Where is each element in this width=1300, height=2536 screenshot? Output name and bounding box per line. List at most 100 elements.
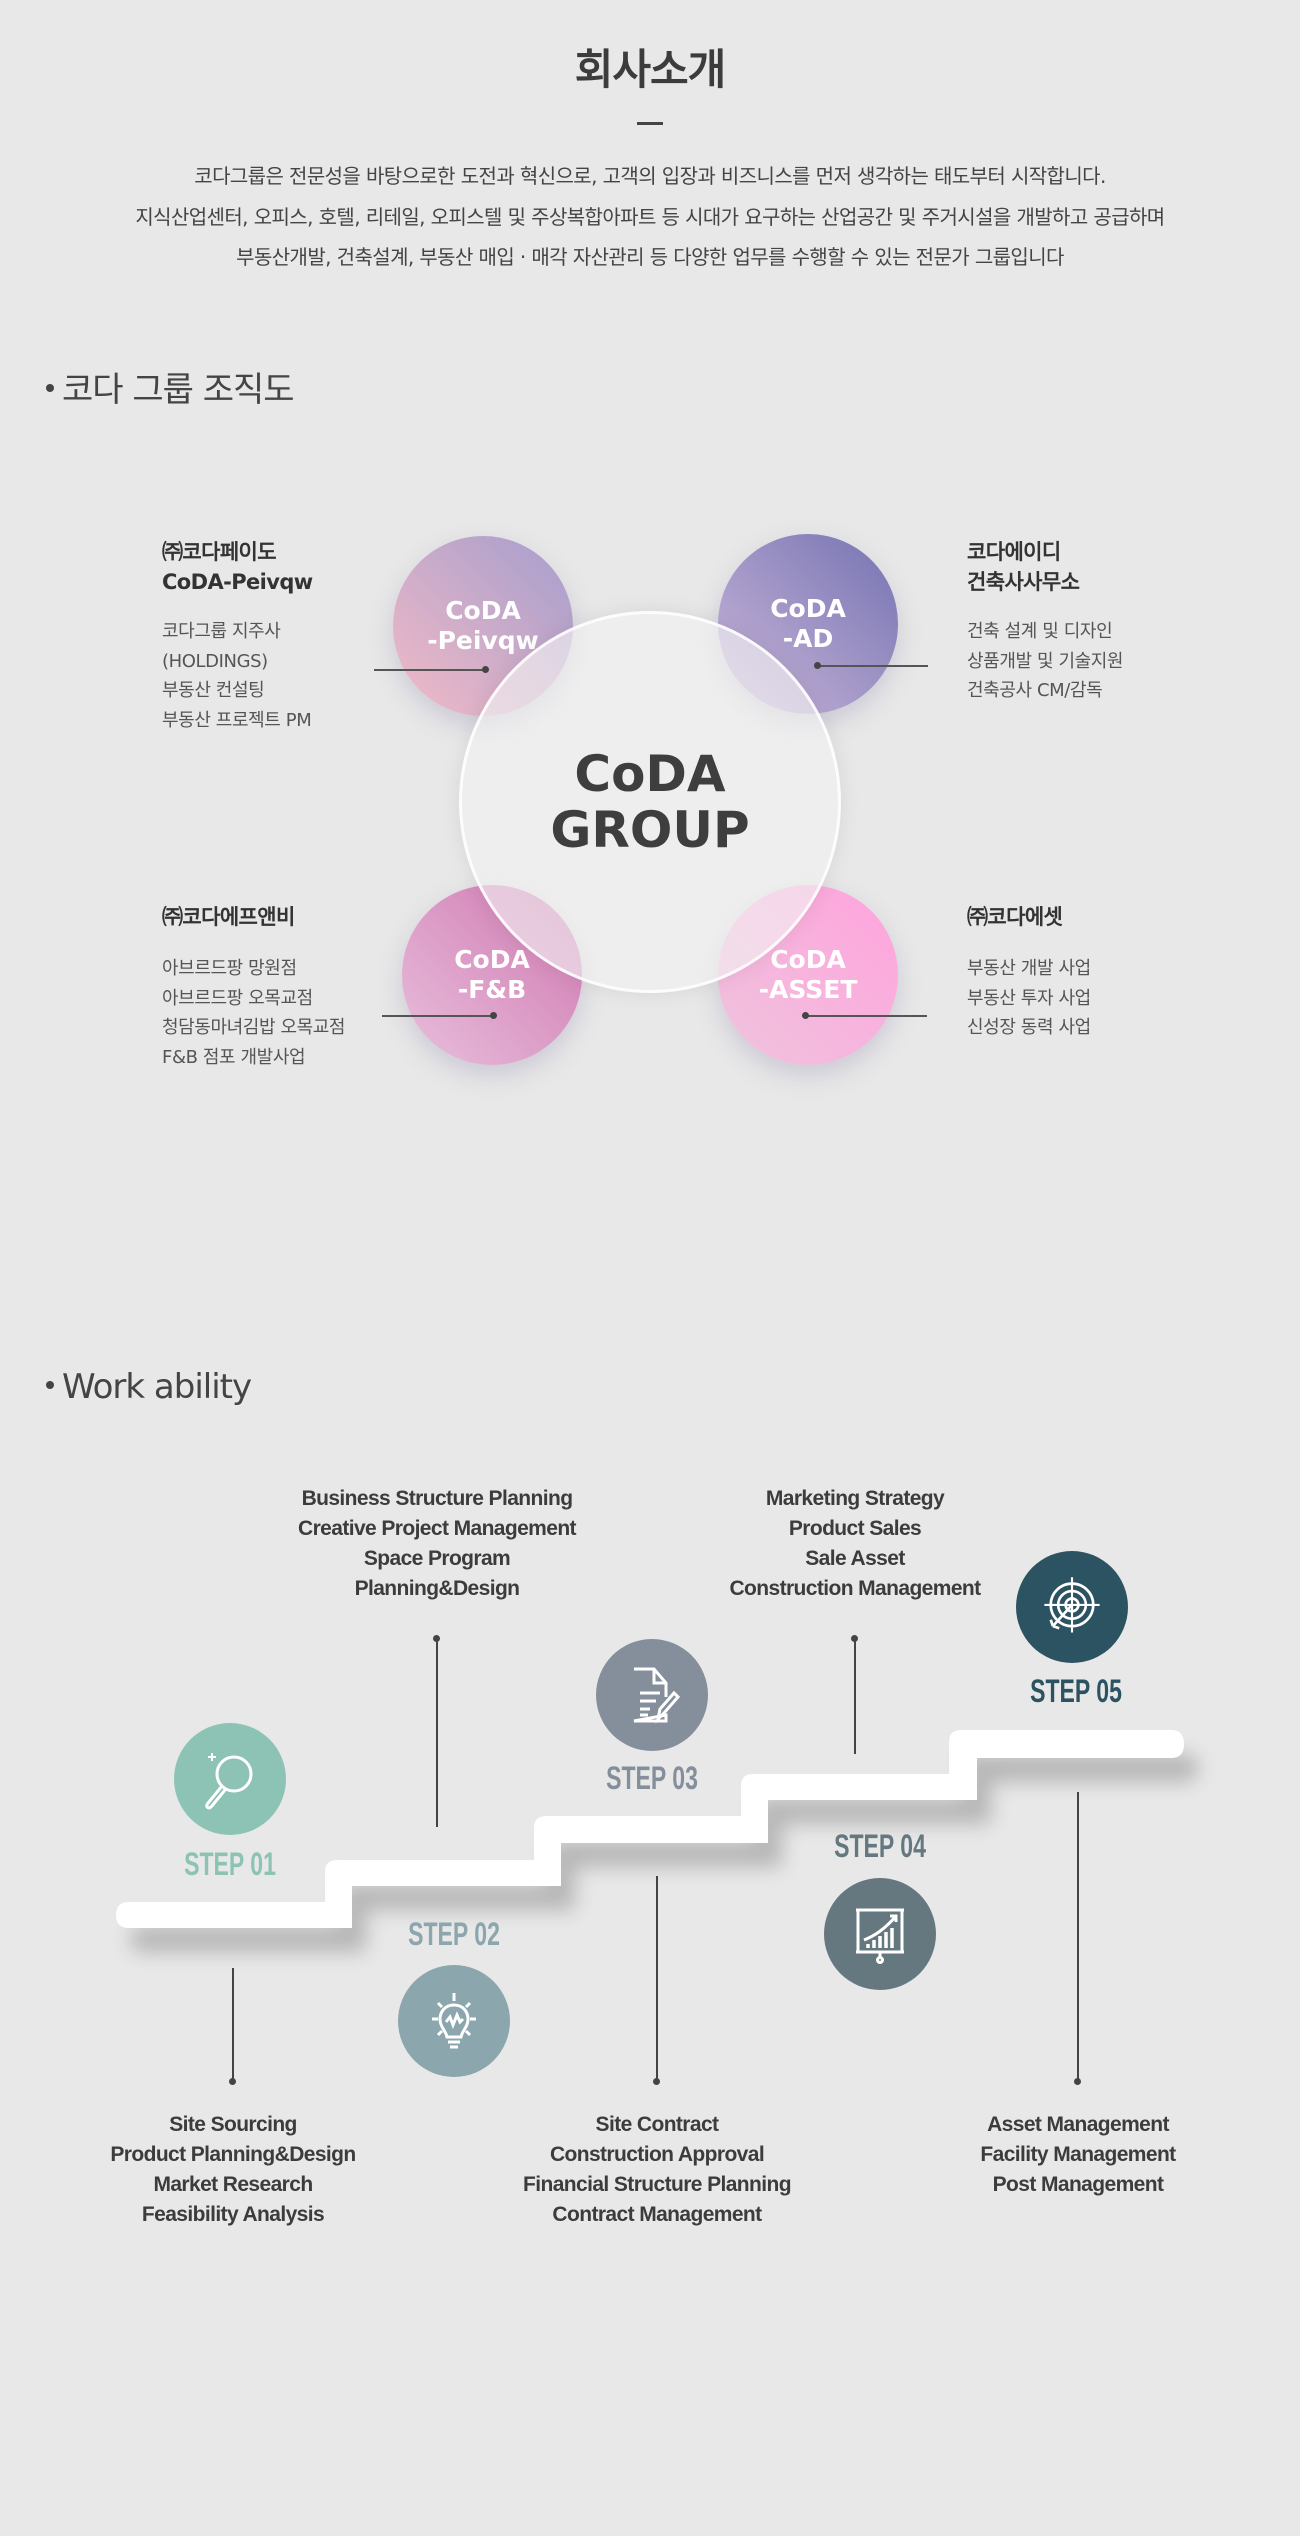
company-name: CoDA-Peivqw	[162, 570, 313, 594]
service-item: Sale Asset	[805, 1547, 905, 1570]
company-desc: (HOLDINGS)	[162, 650, 268, 672]
company-desc: 신성장 동력 사업	[967, 1017, 1091, 1038]
staircase-graphic	[116, 1730, 1184, 1928]
company-desc: 상품개발 및 기술지원	[967, 650, 1124, 672]
step-connector-line	[232, 1968, 234, 2081]
step-03-label: STEP 03	[606, 1760, 698, 1796]
company-desc: 건축공사 CM/감독	[967, 680, 1103, 701]
company-desc: 코다그룹 지주사	[162, 621, 281, 642]
service-item: Creative Project Management	[298, 1517, 577, 1540]
company-name: 건축사사무소	[967, 570, 1080, 594]
step-01-services: Site Sourcing Product Planning&Design Ma…	[53, 2110, 413, 2230]
service-item: Business Structure Planning	[301, 1487, 573, 1510]
step-02-label: STEP 02	[408, 1916, 500, 1952]
service-item: Planning&Design	[354, 1577, 520, 1600]
bullet-icon	[46, 1380, 54, 1389]
circle-label: CoDA	[445, 596, 521, 625]
step-connector-line	[1077, 1792, 1079, 2081]
work-section-title-text: Work ability	[62, 1367, 252, 1407]
service-item: Product Sales	[788, 1517, 922, 1540]
connector-line	[382, 1015, 493, 1017]
service-item: Facility Management	[980, 2143, 1176, 2166]
intro-line: 부동산개발, 건축설계, 부동산 매입 · 매각 자산관리 등 다양한 업무를 …	[236, 245, 1064, 269]
step-05-label: STEP 05	[1030, 1673, 1122, 1709]
title-divider	[637, 122, 663, 125]
service-item: Site Contract	[595, 2113, 719, 2136]
lightbulb-icon	[432, 1993, 476, 2049]
connector-dot	[490, 1012, 497, 1019]
step-connector-line	[854, 1638, 856, 1754]
step-04-label: STEP 04	[834, 1828, 926, 1864]
center-label: CoDA	[574, 745, 726, 803]
step-connector-dot	[653, 2078, 660, 2085]
company-info-fnb: ㈜코다에프앤비 아브르드팡 망원점 아브르드팡 오목교점 청담동마녀김밥 오목교…	[162, 902, 345, 1072]
connector-line	[818, 665, 928, 667]
step-connector-dot	[433, 1635, 440, 1642]
connector-dot	[814, 662, 821, 669]
step-05-badge	[1016, 1551, 1128, 1663]
connector-line	[806, 1015, 927, 1017]
center-label: GROUP	[550, 801, 750, 859]
intro-line: 지식산업센터, 오피스, 호텔, 리테일, 오피스텔 및 주상복합아파트 등 시…	[135, 204, 1165, 229]
service-item: Financial Structure Planning	[523, 2173, 792, 2196]
company-name: 코다에이디	[967, 540, 1061, 564]
connector-line	[374, 669, 485, 671]
company-name: ㈜코다에프앤비	[162, 905, 295, 929]
org-section-title-text: 코다 그룹 조직도	[62, 370, 295, 410]
work-section-title: Work ability	[46, 1367, 252, 1407]
circle-label: -AD	[782, 624, 834, 653]
staircase	[116, 1730, 1184, 1928]
company-desc: 아브르드팡 망원점	[162, 958, 297, 979]
circle-coda-peivqw: CoDA -Peivqw	[393, 536, 573, 716]
step-connector-dot	[851, 1635, 858, 1642]
step-connector-dot	[1074, 2078, 1081, 2085]
step-04-badge	[824, 1878, 936, 1990]
step-04-services: Marketing Strategy Product Sales Sale As…	[675, 1484, 1035, 1604]
company-name: ㈜코다페이도	[162, 540, 277, 564]
service-item: Market Research	[153, 2173, 313, 2196]
service-item: Product Planning&Design	[110, 2143, 356, 2166]
service-item: Post Management	[992, 2173, 1164, 2196]
step-connector-line	[436, 1638, 438, 1827]
service-item: Asset Management	[987, 2113, 1169, 2136]
company-desc: 부동산 투자 사업	[967, 987, 1091, 1009]
step-connector-dot	[229, 2078, 236, 2085]
step-01-label: STEP 01	[184, 1846, 276, 1882]
company-info-peivqw: ㈜코다페이도 CoDA-Peivqw 코다그룹 지주사 (HOLDINGS) 부…	[162, 537, 313, 735]
company-desc: 부동산 프로젝트 PM	[162, 709, 312, 731]
company-info-ad: 코다에이디 건축사사무소 건축 설계 및 디자인 상품개발 및 기술지원 건축공…	[967, 537, 1123, 706]
step-01-badge	[174, 1723, 286, 1835]
company-desc: 아브르드팡 오목교점	[162, 987, 313, 1009]
service-item: Marketing Strategy	[765, 1487, 945, 1510]
company-info-asset: ㈜코다에셋 부동산 개발 사업 부동산 투자 사업 신성장 동력 사업	[967, 902, 1091, 1043]
company-desc: F&B 점포 개발사업	[162, 1046, 306, 1068]
service-item: Construction Approval	[549, 2143, 765, 2166]
intro-line: 코다그룹은 전문성을 바탕으로한 도전과 혁신으로, 고객의 입장과 비즈니스를…	[194, 164, 1106, 188]
service-item: Site Sourcing	[169, 2113, 297, 2136]
service-item: Feasibility Analysis	[141, 2203, 325, 2226]
connector-dot	[482, 666, 489, 673]
company-desc: 부동산 개발 사업	[967, 958, 1091, 979]
step-02-badge	[398, 1965, 510, 2077]
step-03-badge	[596, 1639, 708, 1751]
company-desc: 건축 설계 및 디자인	[967, 621, 1113, 642]
step-connector-line	[656, 1876, 658, 2081]
step-03-services: Site Contract Construction Approval Fina…	[477, 2110, 837, 2230]
coda-group-center-circle: CoDA GROUP	[459, 611, 841, 993]
step-02-services: Business Structure Planning Creative Pro…	[257, 1484, 617, 1604]
circle-label: CoDA	[770, 594, 846, 623]
presentation-chart-icon	[856, 1908, 904, 1964]
service-item: Construction Management	[729, 1577, 981, 1600]
target-icon	[1044, 1577, 1100, 1633]
company-name: ㈜코다에셋	[967, 905, 1063, 929]
company-desc: 청담동마녀김밥 오목교점	[162, 1017, 346, 1038]
circle-label: CoDA	[454, 945, 530, 974]
magnifier-icon	[205, 1753, 253, 1810]
circle-label: -ASSET	[758, 975, 858, 1004]
org-section-title: 코다 그룹 조직도	[46, 362, 295, 411]
circle-label: -F&B	[457, 975, 527, 1004]
step-05-services: Asset Management Facility Management Pos…	[898, 2110, 1258, 2200]
document-pen-icon	[633, 1667, 681, 1724]
page-title: 회사소개	[574, 45, 727, 94]
